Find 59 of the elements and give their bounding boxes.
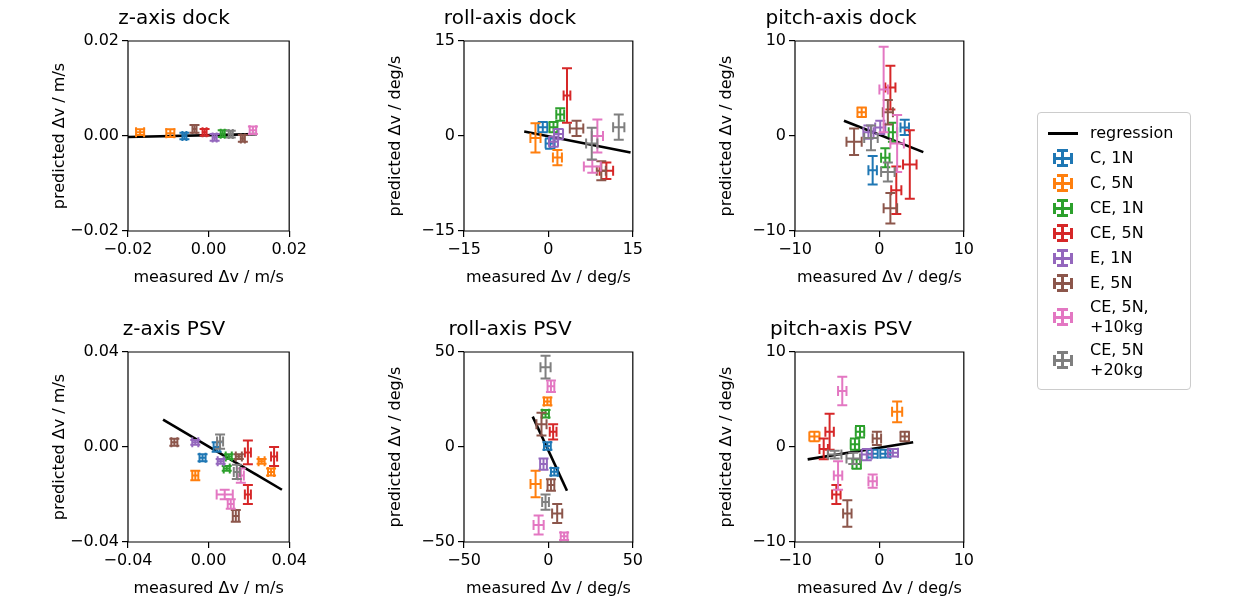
y-axis-title: predicted Δv / deg/s: [384, 366, 404, 528]
y-tick-label: −50: [421, 531, 455, 551]
y-tick-label: −0.04: [69, 531, 119, 551]
legend-label: CE, 5N +20kg: [1090, 340, 1145, 380]
legend-label: E, 5N: [1090, 273, 1133, 293]
legend-label: regression: [1090, 123, 1174, 143]
chart-title: pitch-axis PSV: [770, 316, 913, 341]
x-tick-label: 50: [622, 549, 643, 569]
legend-label: CE, 1N: [1090, 198, 1144, 218]
x-tick-label: −0.04: [103, 549, 153, 569]
x-tick-label: 0: [543, 238, 554, 258]
y-axis-title: predicted Δv / deg/s: [715, 366, 735, 528]
y-axis-title: predicted Δv / deg/s: [715, 55, 735, 217]
y-tick-label: 10: [765, 341, 786, 361]
y-tick-label: 0.00: [83, 125, 119, 145]
x-tick-label: 0.00: [190, 549, 227, 569]
y-tick-label: −10: [752, 531, 786, 551]
chart-title: z-axis dock: [118, 5, 231, 30]
y-tick-label: 10: [765, 30, 786, 50]
x-axis-title: measured Δv / deg/s: [796, 266, 962, 286]
y-axis-title: predicted Δv / m/s: [48, 373, 68, 521]
y-tick-label: 50: [434, 341, 455, 361]
x-axis-title: measured Δv / m/s: [133, 266, 284, 286]
x-tick-label: 0.04: [271, 549, 307, 569]
x-tick-label: 10: [953, 549, 974, 569]
legend-label: CE, 5N: [1090, 223, 1144, 243]
x-tick-label: 0: [874, 549, 885, 569]
y-tick-label: 0.00: [83, 436, 119, 456]
chart-title: z-axis PSV: [122, 316, 226, 341]
y-tick-label: −10: [752, 220, 786, 240]
chart-title: pitch-axis dock: [765, 5, 917, 30]
x-tick-label: 0.02: [271, 238, 307, 258]
x-axis-title: measured Δv / deg/s: [796, 577, 962, 597]
chart-title: roll-axis dock: [443, 5, 577, 30]
x-tick-label: 15: [622, 238, 643, 258]
x-axis-title: measured Δv / deg/s: [465, 266, 631, 286]
y-tick-label: 0: [444, 125, 455, 145]
y-tick-label: 0: [775, 125, 786, 145]
chart-title: roll-axis PSV: [448, 316, 572, 341]
y-tick-label: 0: [444, 436, 455, 456]
y-axis-title: predicted Δv / deg/s: [384, 55, 404, 217]
y-tick-label: 15: [434, 30, 455, 50]
y-tick-label: 0.04: [83, 341, 119, 361]
y-tick-label: 0: [775, 436, 786, 456]
legend-label: E, 1N: [1090, 248, 1133, 268]
legend-label: C, 5N: [1090, 173, 1134, 193]
x-axis-title: measured Δv / m/s: [133, 577, 284, 597]
x-tick-label: 0: [874, 238, 885, 258]
y-tick-label: −0.02: [69, 220, 119, 240]
x-tick-label: −0.02: [103, 238, 153, 258]
y-axis-title: predicted Δv / m/s: [48, 62, 68, 210]
legend-label: C, 1N: [1090, 148, 1134, 168]
x-tick-label: 10: [953, 238, 974, 258]
x-axis-title: measured Δv / deg/s: [465, 577, 631, 597]
legend-label: CE, 5N, +10kg: [1090, 297, 1150, 337]
x-tick-label: 0: [543, 549, 554, 569]
x-tick-label: 0.00: [190, 238, 227, 258]
y-tick-label: 0.02: [83, 30, 119, 50]
y-tick-label: −15: [421, 220, 455, 240]
